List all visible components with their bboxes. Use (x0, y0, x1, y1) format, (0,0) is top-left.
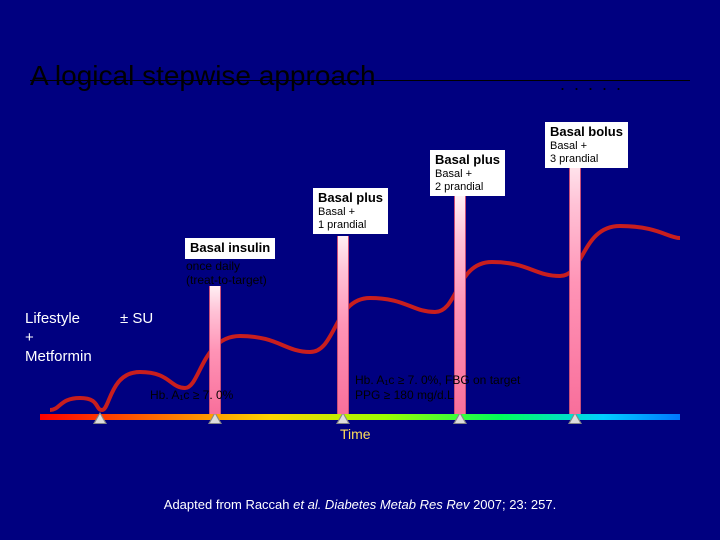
insulin-note-line1: once daily (186, 259, 240, 273)
stepwise-chart: Time Basal insulinBasal plusBasal + 1 pr… (40, 110, 680, 430)
citation: Adapted from Raccah et al. Diabetes Meta… (0, 497, 720, 512)
step-bar (337, 236, 349, 414)
criteria-right-line2: PPG ≥ 180 mg/d.L (355, 388, 454, 402)
step-label-head: Basal plus (435, 152, 500, 167)
slide-title: A logical stepwise approach (30, 60, 376, 92)
step-label: Basal insulin (185, 238, 275, 259)
step-label-sub: Basal + 1 prandial (318, 206, 383, 231)
step-label: Basal plusBasal + 1 prandial (313, 188, 388, 234)
step-label: Basal plusBasal + 2 prandial (430, 150, 505, 196)
criteria-right: Hb. A₁c ≥ 7. 0%, FBG on targetPPG ≥ 180 … (355, 373, 520, 402)
su-label: ± SU (120, 310, 153, 327)
citation-ital: et al. Diabetes Metab Res Rev (293, 497, 473, 512)
insulin-note-line2: (treat-to-target) (186, 273, 267, 287)
slide-root: A logical stepwise approach . . . . . Ti… (0, 0, 720, 540)
lifestyle-metformin-label: Lifestyle + Metformin (25, 310, 92, 366)
criteria-left: Hb. A₁c ≥ 7. 0% (150, 388, 233, 402)
step-label-head: Basal insulin (190, 240, 270, 255)
basal-insulin-note: once daily (treat-to-target) (186, 260, 267, 288)
title-dots: . . . . . (560, 74, 623, 95)
step-label-sub: Basal + 2 prandial (435, 168, 500, 193)
step-label: Basal bolusBasal + 3 prandial (545, 122, 628, 168)
step-bar (569, 152, 581, 414)
step-label-head: Basal plus (318, 190, 383, 205)
citation-post: 2007; 23: 257. (473, 497, 556, 512)
step-label-sub: Basal + 3 prandial (550, 140, 623, 165)
step-label-head: Basal bolus (550, 124, 623, 139)
criteria-right-line1: Hb. A₁c ≥ 7. 0%, FBG on target (355, 373, 520, 387)
citation-pre: Adapted from Raccah (164, 497, 293, 512)
